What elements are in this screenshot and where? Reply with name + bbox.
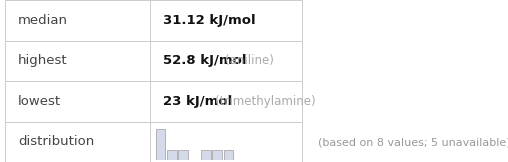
Text: (aniline): (aniline) — [225, 54, 274, 67]
Text: lowest: lowest — [18, 95, 61, 108]
Bar — [178, 150, 188, 160]
Bar — [5, 0, 302, 162]
Text: 23 kJ/mol: 23 kJ/mol — [163, 95, 232, 108]
Bar — [224, 150, 233, 160]
Text: distribution: distribution — [18, 135, 94, 148]
Text: 31.12 kJ/mol: 31.12 kJ/mol — [163, 14, 255, 27]
Bar — [201, 150, 211, 160]
Text: (trimethylamine): (trimethylamine) — [215, 95, 315, 108]
Text: (based on 8 values; 5 unavailable): (based on 8 values; 5 unavailable) — [318, 138, 508, 148]
Text: highest: highest — [18, 54, 68, 67]
Text: median: median — [18, 14, 68, 27]
Bar — [167, 150, 177, 160]
Text: 52.8 kJ/mol: 52.8 kJ/mol — [163, 54, 246, 67]
Bar — [156, 129, 166, 160]
Bar — [212, 150, 222, 160]
